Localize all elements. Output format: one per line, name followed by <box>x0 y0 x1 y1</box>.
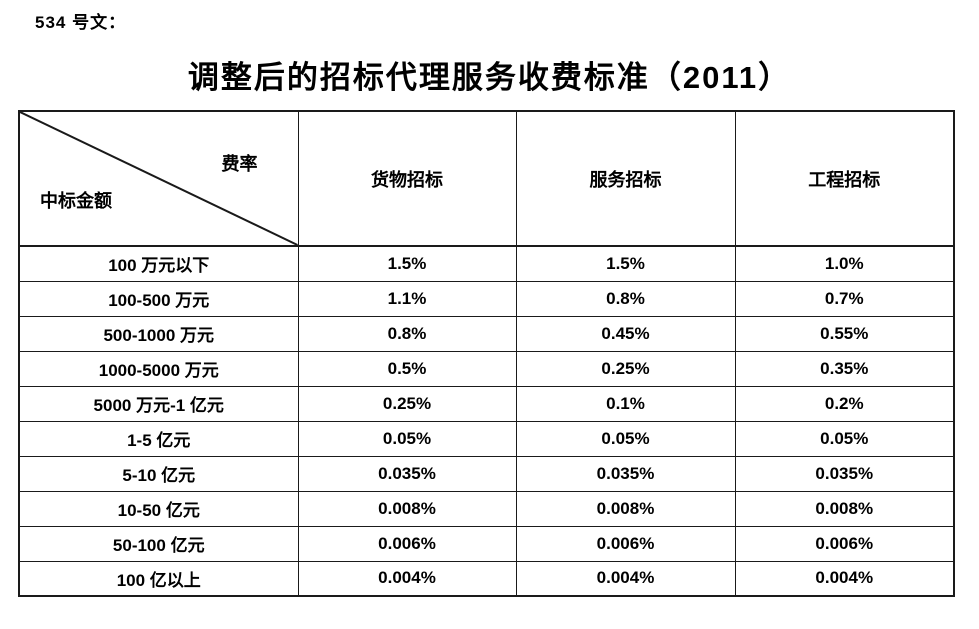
column-header-goods: 货物招标 <box>297 110 517 247</box>
rate-cell: 0.35% <box>734 350 955 387</box>
corner-label-amount: 中标金额 <box>40 191 112 211</box>
row-label: 5000 万元-1 亿元 <box>18 385 299 422</box>
table-row: 1-5 亿元 0.05% 0.05% 0.05% <box>18 420 955 457</box>
row-label: 10-50 亿元 <box>18 490 299 527</box>
rate-cell: 0.55% <box>734 315 955 352</box>
column-header-service: 服务招标 <box>515 110 736 247</box>
rate-cell: 0.004% <box>734 560 955 597</box>
page-title: 调整后的招标代理服务收费标准（2011） <box>187 60 792 95</box>
rate-cell: 0.05% <box>734 420 955 457</box>
table-row: 5-10 亿元 0.035% 0.035% 0.035% <box>18 455 955 492</box>
rate-cell: 0.7% <box>734 280 955 317</box>
rate-cell: 0.006% <box>297 525 517 562</box>
rate-cell: 0.1% <box>515 385 736 422</box>
rate-cell: 0.006% <box>515 525 736 562</box>
rate-cell: 0.006% <box>734 525 955 562</box>
rate-cell: 0.25% <box>515 350 736 387</box>
rate-cell: 0.05% <box>297 420 517 457</box>
table-row: 100 亿以上 0.004% 0.004% 0.004% <box>18 560 955 597</box>
rate-cell: 0.035% <box>515 455 736 492</box>
fee-rate-table: 费率 中标金额 货物招标 服务招标 工程招标 100 万元以下 1.5% 1.5… <box>18 110 955 597</box>
table-row: 50-100 亿元 0.006% 0.006% 0.006% <box>18 525 955 562</box>
rate-cell: 0.004% <box>297 560 517 597</box>
rate-cell: 0.8% <box>297 315 517 352</box>
table-row: 10-50 亿元 0.008% 0.008% 0.008% <box>18 490 955 527</box>
rate-cell: 0.004% <box>515 560 736 597</box>
column-header-engineering: 工程招标 <box>734 110 955 247</box>
row-label: 50-100 亿元 <box>18 525 299 562</box>
row-label: 100-500 万元 <box>18 280 299 317</box>
rate-cell: 0.008% <box>734 490 955 527</box>
rate-cell: 0.05% <box>515 420 736 457</box>
rate-cell: 1.5% <box>515 245 736 282</box>
row-label: 1000-5000 万元 <box>18 350 299 387</box>
row-label: 100 亿以上 <box>18 560 299 597</box>
row-label: 500-1000 万元 <box>18 315 299 352</box>
doc-number-label: 534 号文： <box>35 13 127 32</box>
corner-label-rate: 费率 <box>221 154 258 174</box>
rate-cell: 0.008% <box>297 490 517 527</box>
table-row: 1000-5000 万元 0.5% 0.25% 0.35% <box>18 350 955 387</box>
rate-cell: 1.0% <box>734 245 955 282</box>
table-row: 100 万元以下 1.5% 1.5% 1.0% <box>18 245 955 282</box>
rate-cell: 1.1% <box>297 280 517 317</box>
table-row: 500-1000 万元 0.8% 0.45% 0.55% <box>18 315 955 352</box>
rate-cell: 1.5% <box>297 245 517 282</box>
rate-cell: 0.008% <box>515 490 736 527</box>
header-row: 费率 中标金额 货物招标 服务招标 工程招标 <box>18 110 955 247</box>
diagonal-corner-cell: 费率 中标金额 <box>18 110 299 247</box>
rate-cell: 0.45% <box>515 315 736 352</box>
rate-cell: 0.8% <box>515 280 736 317</box>
row-label: 5-10 亿元 <box>18 455 299 492</box>
diagonal-line <box>20 112 298 245</box>
row-label: 100 万元以下 <box>18 245 299 282</box>
table-row: 5000 万元-1 亿元 0.25% 0.1% 0.2% <box>18 385 955 422</box>
rate-cell: 0.25% <box>297 385 517 422</box>
rate-cell: 0.035% <box>734 455 955 492</box>
table-row: 100-500 万元 1.1% 0.8% 0.7% <box>18 280 955 317</box>
rate-cell: 0.5% <box>297 350 517 387</box>
rate-cell: 0.035% <box>297 455 517 492</box>
row-label: 1-5 亿元 <box>18 420 299 457</box>
rate-cell: 0.2% <box>734 385 955 422</box>
